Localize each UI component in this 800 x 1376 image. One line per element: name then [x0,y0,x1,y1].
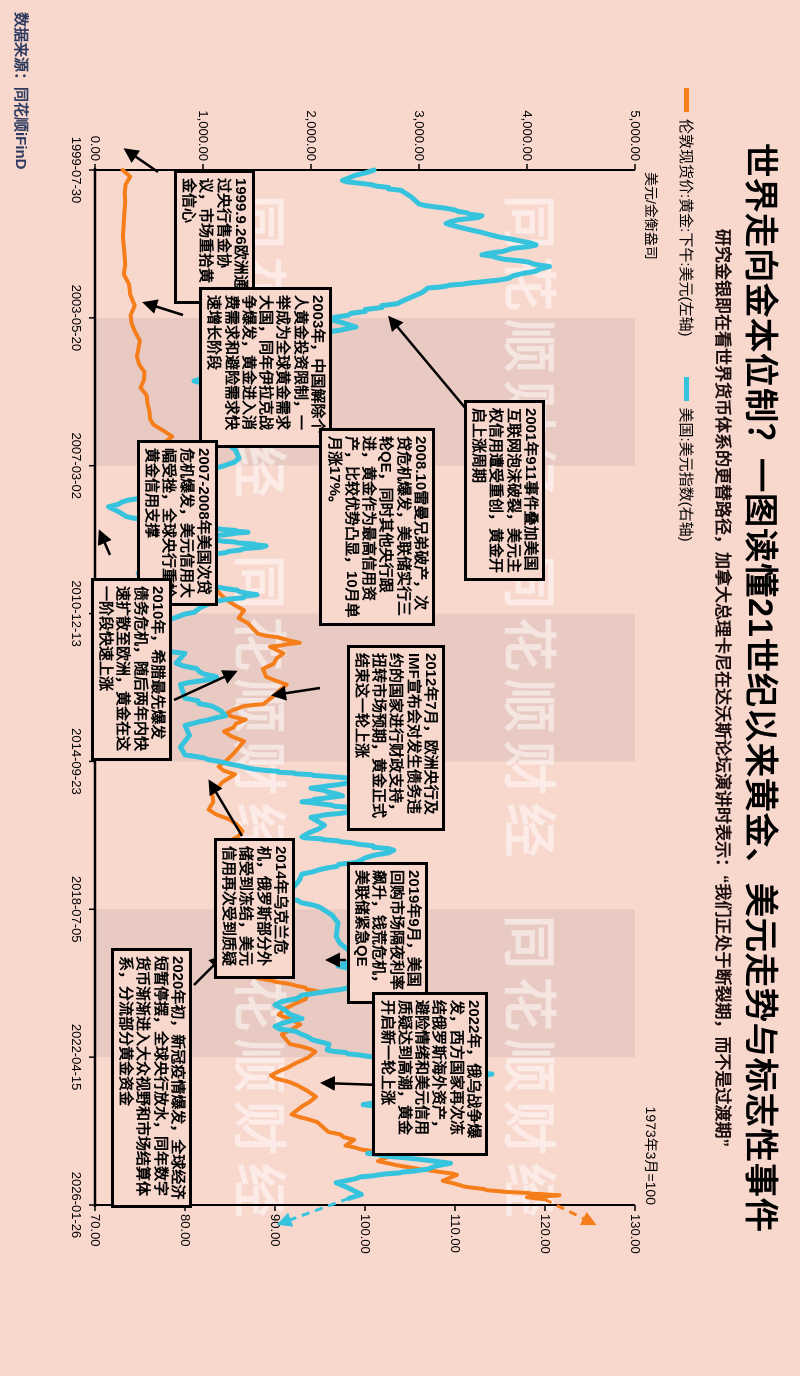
annotation-box: 2012年7月，欧洲央行及IMF宣布会对发生债务违约的国家进行财政支持，扭转市场… [346,645,445,831]
annotation-box: 2019年9月，美国回购市场隔夜利率飙升，钱荒危机，美联储紧急QE [347,862,428,1004]
x-axis-tick-label: 2026-01-26 [69,1172,84,1239]
left-axis-tick-label: 4,000.00 [520,110,535,161]
annotation-arrow [123,148,159,174]
x-axis-tick-label: 2003-05-20 [69,285,84,352]
annotation-box: 2003年，中国解除个人黄金投资限制，一举成为全球黄金需求大国，同年伊拉克战争爆… [199,287,332,448]
right-axis-tick-label: 130.00 [628,1214,643,1254]
watermark: 同花顺财经 [498,915,558,1225]
watermark: 同花顺财经 [498,555,558,865]
x-axis-tick-label: 2018-07-05 [69,876,84,943]
right-axis-tick-label: 70.00 [88,1214,103,1247]
right-axis-tick-label: 110.00 [448,1214,463,1253]
annotation-box: 2022年，俄乌战争爆发，西方国家再次冻结俄罗斯海外资产，避险情绪和美元信用质疑… [372,992,488,1156]
annotation-arrow [320,1075,381,1091]
x-axis-tick-label: 2022-04-15 [69,1024,84,1091]
annotation-arrow [208,779,244,837]
annotation-box: 2010年，希腊最先爆发债务危机，随后两年内快速扩散至欧洲，黄金在这一阶段快速上… [91,578,172,761]
right-axis-tick-label: 100.00 [358,1214,373,1254]
left-axis-tick-label: 3,000.00 [412,110,427,161]
annotation-arrow [97,529,112,556]
annotation-arrow [173,670,238,702]
annotation-box: 2008.10雷曼兄弟破产，次贷危机爆发，美联储实行三轮QE，同时其他央行跟进，… [319,428,435,626]
left-axis-tick-label: 5,000.00 [628,110,643,161]
x-axis-tick-label: 2007-03-02 [69,432,84,499]
x-axis-tick-label: 1999-07-30 [69,137,84,204]
left-axis-tick-label: 1,000.00 [196,110,211,161]
annotation-box: 2001年911事件叠加美国互联网泡沫破裂，美元主权信用遭受重创，黄金开启上涨周… [464,400,545,581]
left-axis-tick-label: 0.00 [88,136,103,161]
annotation-arrow [142,299,184,317]
gold-projection-arrow [543,1197,597,1226]
annotation-arrow [271,685,321,701]
annotation-box: 2020年初，新冠疫情爆发，全球经济短暂停摆，全球央行放水，同年数字货币渐渐进入… [111,948,192,1208]
annotation-box: 1999.9.26欧洲通过央行售金协议，市场重拾黄金信心 [174,170,255,304]
left-axis-tick-label: 2,000.00 [304,110,319,161]
annotation-box: 2014年乌克兰危机，俄罗斯部分外储受到冻结，美元信用再次受到质疑 [214,838,295,979]
right-axis-tick-label: 80.00 [178,1214,193,1247]
x-axis-tick-label: 2010-12-13 [69,580,84,647]
x-axis-tick-label: 2014-09-23 [69,728,84,795]
dxy-projection-arrow [276,1196,350,1227]
right-axis-tick-label: 120.00 [538,1214,553,1254]
